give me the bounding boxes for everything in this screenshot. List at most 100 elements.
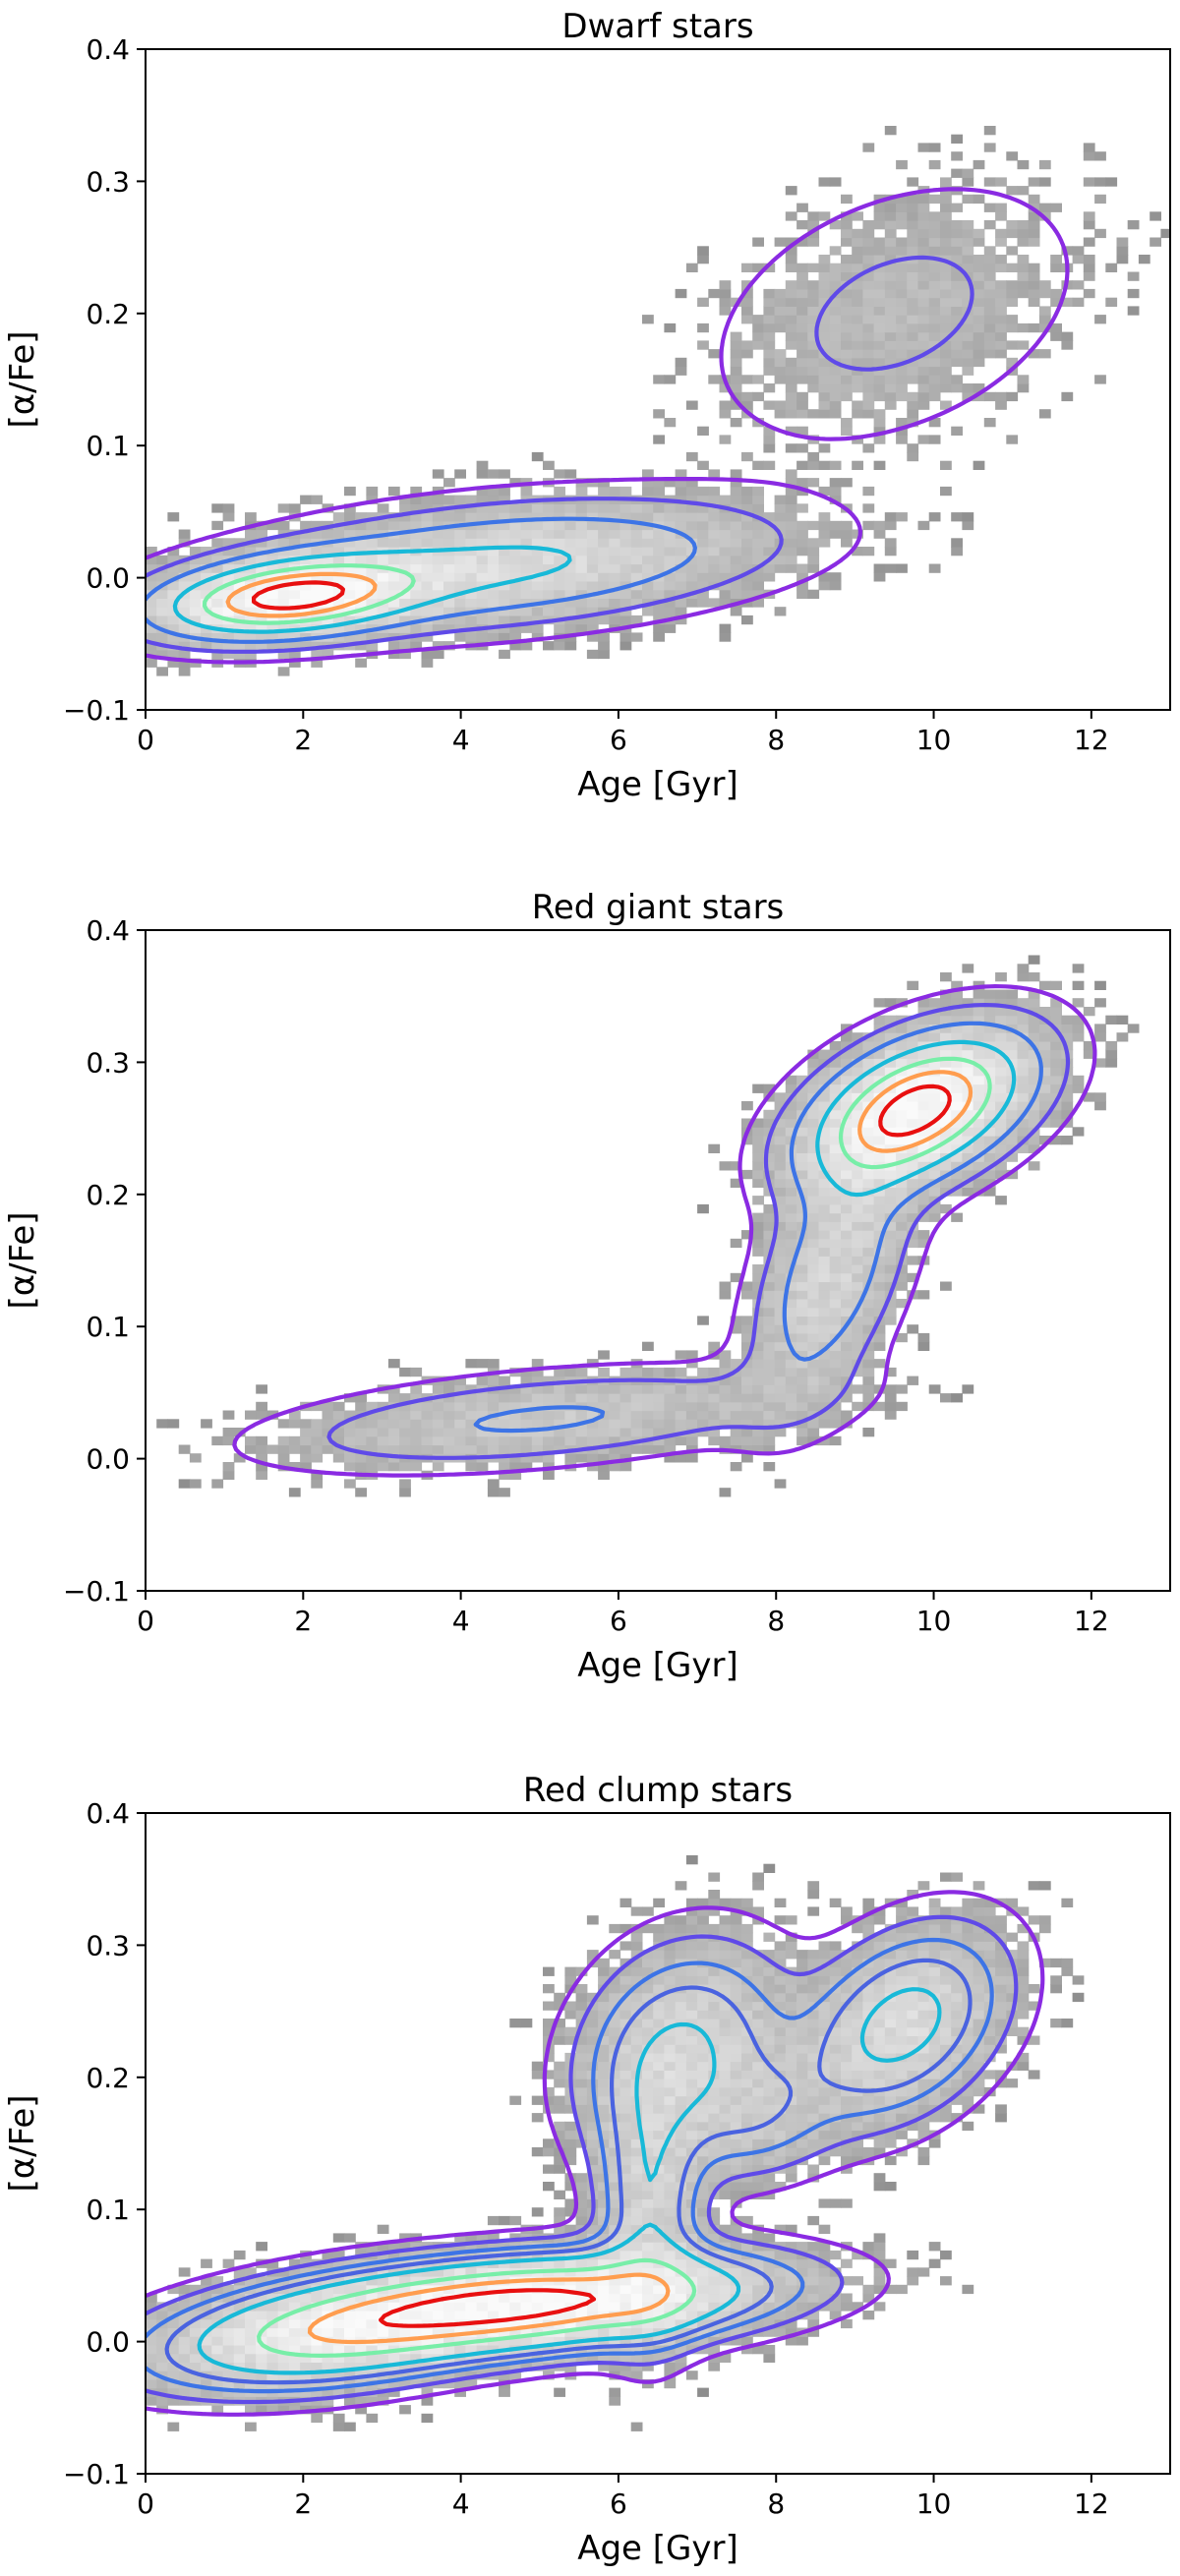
histogram-bin [1072,1075,1085,1085]
histogram-bin [685,2182,698,2192]
histogram-bin [973,159,985,170]
contour-level-5 [202,563,416,625]
histogram-bin [332,1410,345,1420]
histogram-bin [664,2182,677,2192]
histogram-bin [1017,1015,1030,1025]
histogram-bin [884,1393,897,1403]
histogram-bin [653,1393,665,1403]
histogram-bin [741,2258,753,2268]
histogram-bin [664,1444,677,1454]
histogram-bin [719,589,732,599]
histogram-bin [366,1453,379,1463]
histogram-bin [520,581,533,591]
histogram-bin [1017,220,1030,230]
histogram-bin [586,607,599,616]
histogram-bin [796,349,808,359]
histogram-bin [873,1307,886,1317]
histogram-bin [818,572,831,582]
histogram-bin [344,2345,356,2355]
histogram-bin [807,322,820,333]
histogram-bin [983,306,996,316]
histogram-bin [630,2336,643,2346]
histogram-bin [653,2311,665,2320]
histogram-bin [884,1238,897,1249]
histogram-bin [509,478,522,488]
histogram-bin [554,1435,565,1446]
histogram-bin [1017,1118,1030,1128]
histogram-bin [586,581,599,591]
histogram-bin [256,1444,267,1454]
histogram-bin [332,2327,345,2337]
histogram-bin [288,2336,301,2346]
histogram-bin [167,623,180,633]
histogram-bin [852,288,863,299]
histogram-bin [807,1419,820,1429]
histogram-bin [201,547,212,556]
histogram-bin [344,1479,356,1489]
histogram-bin [554,2035,565,2045]
histogram-bin [719,2147,732,2157]
histogram-bin [630,2311,643,2320]
histogram-bin [476,598,489,608]
histogram-bin [609,2336,621,2346]
histogram-bin [928,1109,941,1120]
histogram-bin [222,632,235,642]
histogram-bin [962,315,974,324]
histogram-bin [917,297,930,307]
histogram-bin [642,2267,654,2277]
histogram-bin [1017,271,1030,281]
histogram-bin [697,2182,709,2192]
histogram-bin [575,555,588,565]
histogram-bin [620,2095,632,2105]
histogram-bin [554,2095,565,2105]
histogram-bin [917,1049,930,1059]
histogram-bin [575,1453,588,1463]
histogram-bin [763,1410,776,1420]
histogram-bin [630,2044,643,2054]
histogram-bin [664,1453,677,1463]
histogram-bin [873,340,886,350]
histogram-bin [554,2061,565,2071]
histogram-bin [598,2207,610,2217]
y-tick-label: −0.1 [63,694,130,727]
histogram-bin [465,632,478,642]
histogram-bin [146,658,157,668]
histogram-bin [841,228,853,239]
histogram-bin [685,555,698,565]
histogram-bin [774,288,787,299]
histogram-bin [708,503,721,513]
histogram-bin [630,1384,643,1394]
histogram-bin [741,349,753,359]
histogram-bin [322,2353,334,2363]
histogram-bin [995,1007,1007,1017]
histogram-bin [575,2104,588,2114]
histogram-bin [1028,1083,1040,1093]
histogram-bin [730,555,742,565]
histogram-bin [796,503,808,513]
histogram-bin [763,1984,776,1994]
histogram-bin [951,349,963,359]
histogram-bin [907,297,919,307]
histogram-bin [487,520,500,531]
histogram-bin [167,2284,180,2295]
histogram-bin [355,2293,367,2303]
histogram-bin [1017,340,1030,350]
histogram-bin [201,2276,212,2286]
histogram-bin [884,228,897,239]
histogram-bin [399,1435,411,1446]
histogram-bin [167,2302,180,2312]
histogram-bin [884,1040,897,1051]
histogram-bin [884,1169,897,1180]
histogram-bin [896,1281,908,1291]
histogram-bin [940,1075,952,1085]
histogram-bin [300,2387,312,2397]
histogram-bin [1038,980,1051,990]
histogram-bin [598,1393,610,1403]
histogram-bin [1105,1015,1118,1025]
histogram-bin [741,1118,753,1128]
histogram-bin [653,2215,665,2226]
y-tick-label: 0.4 [86,914,130,947]
histogram-bin [807,1247,820,1257]
histogram-bin [575,2121,588,2132]
histogram-bin [575,2086,588,2097]
